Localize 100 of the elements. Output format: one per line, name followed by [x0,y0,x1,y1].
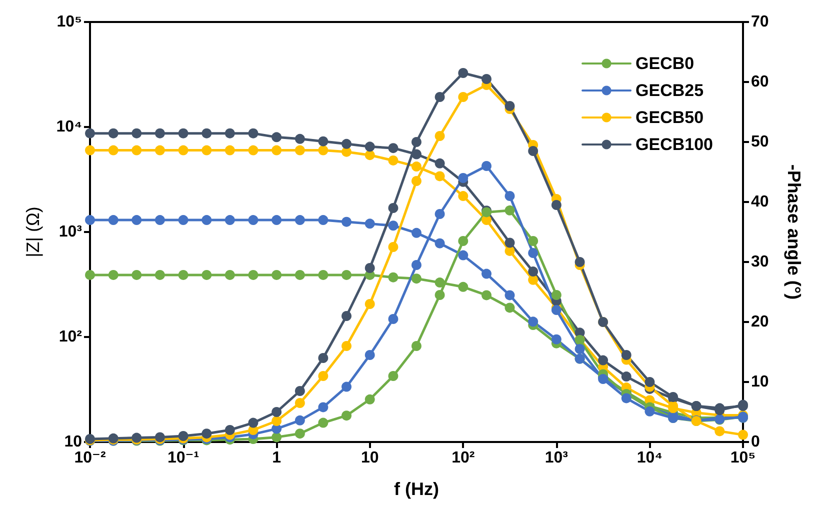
point [154,270,165,280]
point [434,171,445,182]
point [342,138,352,149]
point [411,228,422,238]
point [364,218,375,229]
point [318,145,328,156]
x-tick-label: 10⁵ [730,450,756,466]
point [108,145,118,156]
point [85,145,95,156]
point [342,216,352,227]
point [504,238,515,248]
point [294,270,305,280]
point [202,145,212,156]
point [504,302,515,313]
y2-axis-title: -Phase angle (°) [784,164,804,300]
point [318,215,328,226]
x-tick-label: 10³ [544,450,568,466]
point [248,145,258,156]
point [388,155,398,166]
point [458,191,468,202]
point [178,128,188,138]
y2-tick-label: 10 [751,374,769,390]
point [272,132,282,142]
point [598,355,608,366]
y2-tick-label: 50 [751,134,769,150]
point [364,150,375,160]
point [528,266,538,277]
x-tick-label: 10⁻¹ [167,450,200,466]
x-tick-label: 1 [272,450,282,466]
point [154,215,165,226]
point [364,142,375,152]
point [504,290,515,300]
y-tick-label: 10³ [58,224,82,240]
point [108,128,118,138]
point [294,134,305,144]
point [434,158,445,168]
point [248,128,258,138]
point [272,270,282,280]
point [388,143,398,154]
point [108,270,118,280]
point [224,215,235,226]
point [318,136,328,146]
x-tick-label: 10 [360,450,379,466]
point [272,145,282,156]
point [85,270,95,280]
point [132,215,142,226]
x-tick-label: 10² [452,450,475,466]
point [132,145,142,156]
point [272,215,282,226]
point [178,270,188,280]
point [458,250,468,260]
point [528,274,538,285]
legend-label: GECB50 [636,108,704,127]
point [294,215,305,226]
point [108,215,118,226]
point [154,128,165,138]
point [434,238,445,248]
point [154,145,165,156]
point [202,128,212,138]
y-tick-label: 10² [58,328,82,346]
y2-tick-label: 70 [751,14,769,30]
point [504,246,515,256]
point [528,316,538,327]
point [388,272,398,282]
point [434,278,445,288]
point [482,268,492,279]
legend-label: GECB0 [636,54,694,73]
y2-tick-label: 40 [751,194,769,210]
y2-tick-label: 0 [751,434,760,450]
point [85,215,95,226]
point [85,128,95,138]
point [294,145,305,156]
y2-tick-label: 30 [751,254,769,270]
y-axis-title: |Z| (Ω) [23,206,43,258]
x-tick-label: 10⁴ [636,450,663,466]
y2-tick-label: 20 [751,314,769,330]
point [482,290,492,300]
x-axis-title: f (Hz) [394,479,439,499]
point [551,334,562,344]
point [248,215,258,226]
point [178,145,188,156]
point [411,162,422,172]
point [132,270,142,280]
y2-tick-label: 60 [751,74,769,90]
point [202,215,212,226]
y-tick-label: 10⁵ [56,14,82,30]
point [621,372,632,382]
point [132,128,142,138]
point [224,270,235,280]
point [342,270,352,280]
point [388,220,398,231]
legend-label: GECB25 [636,81,704,100]
point [411,149,422,160]
point [178,215,188,226]
point [411,274,422,284]
x-tick-label: 10⁻² [74,450,106,466]
y-tick-label: 10⁴ [56,118,82,136]
point [202,270,212,280]
point [224,128,235,138]
legend-label: GECB100 [636,135,714,154]
